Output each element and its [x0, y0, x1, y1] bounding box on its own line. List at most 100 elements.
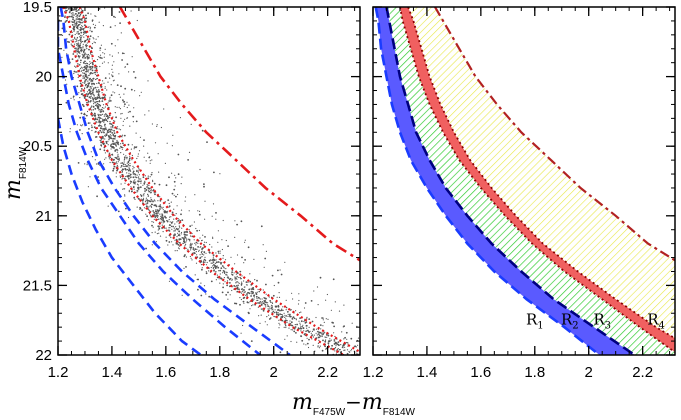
- scatter-point: [122, 99, 124, 102]
- scatter-point: [247, 246, 250, 249]
- scatter-point: [196, 248, 198, 250]
- scatter-point: [91, 114, 94, 117]
- scatter-point: [272, 294, 275, 297]
- scatter-point: [98, 89, 100, 91]
- scatter-point: [129, 170, 131, 172]
- scatter-point: [109, 130, 111, 132]
- scatter-point: [303, 330, 305, 332]
- scatter-point: [260, 225, 263, 228]
- scatter-point: [89, 122, 91, 124]
- scatter-point: [143, 145, 145, 147]
- scatter-point: [215, 265, 218, 268]
- scatter-point: [164, 201, 166, 203]
- scatter-point: [265, 297, 267, 300]
- scatter-point: [224, 272, 226, 274]
- scatter-point: [102, 129, 104, 131]
- scatter-point: [103, 149, 106, 152]
- scatter-point: [117, 149, 119, 151]
- scatter-point: [88, 79, 90, 81]
- scatter-point: [189, 240, 191, 242]
- scatter-point: [143, 156, 145, 158]
- scatter-point: [106, 133, 108, 135]
- scatter-point: [79, 52, 81, 54]
- scatter-point: [203, 244, 205, 246]
- scatter-point: [262, 302, 264, 304]
- scatter-point: [127, 143, 130, 146]
- scatter-point: [145, 197, 147, 199]
- scatter-point: [87, 99, 89, 101]
- scatter-point: [91, 43, 94, 45]
- scatter-point: [82, 55, 85, 57]
- scatter-point: [164, 162, 166, 164]
- scatter-point: [159, 204, 161, 206]
- scatter-point: [98, 118, 100, 120]
- scatter-point: [96, 77, 98, 80]
- scatter-point: [117, 39, 119, 41]
- scatter-point: [322, 325, 324, 327]
- scatter-point: [124, 165, 126, 168]
- scatter-point: [63, 49, 65, 51]
- scatter-point: [159, 235, 162, 237]
- scatter-point: [215, 279, 217, 281]
- scatter-point: [290, 321, 293, 324]
- scatter-point: [169, 235, 171, 237]
- scatter-point: [230, 256, 232, 258]
- scatter-point: [224, 259, 227, 261]
- scatter-point: [160, 206, 162, 208]
- scatter-point: [99, 117, 101, 119]
- scatter-point: [374, 351, 375, 352]
- scatter-point: [302, 327, 305, 329]
- scatter-point: [162, 206, 164, 208]
- scatter-point: [272, 310, 275, 313]
- scatter-point: [80, 66, 82, 68]
- scatter-point: [118, 93, 120, 96]
- scatter-point: [284, 323, 287, 325]
- scatter-point: [114, 92, 116, 94]
- scatter-point: [189, 225, 192, 228]
- scatter-point: [156, 233, 158, 235]
- scatter-point: [240, 284, 242, 286]
- scatter-point: [93, 83, 95, 86]
- scatter-point: [101, 62, 104, 64]
- scatter-point: [350, 350, 352, 352]
- scatter-point: [305, 344, 307, 346]
- scatter-point: [317, 346, 319, 348]
- scatter-point: [131, 154, 133, 157]
- scatter-point: [135, 132, 137, 134]
- scatter-point: [98, 92, 100, 94]
- scatter-point: [289, 315, 292, 318]
- scatter-point: [119, 175, 121, 177]
- scatter-point: [308, 318, 311, 320]
- scatter-point: [105, 119, 107, 121]
- scatter-point: [178, 228, 180, 230]
- x-axis-title-main-2: m: [362, 390, 383, 415]
- scatter-point: [123, 188, 125, 190]
- scatter-point: [147, 189, 150, 191]
- scatter-point: [88, 57, 90, 59]
- scatter-point: [87, 26, 89, 29]
- scatter-point: [75, 18, 77, 20]
- scatter-point: [129, 110, 131, 113]
- scatter-point: [198, 249, 200, 251]
- scatter-point: [172, 221, 174, 223]
- scatter-point: [284, 261, 286, 263]
- scatter-point: [292, 298, 294, 300]
- scatter-point: [238, 276, 240, 279]
- scatter-point: [92, 98, 95, 101]
- scatter-point: [73, 28, 76, 31]
- scatter-point: [270, 304, 273, 306]
- scatter-point: [93, 94, 95, 96]
- scatter-point: [70, 13, 72, 15]
- scatter-point: [97, 117, 99, 119]
- scatter-point: [85, 78, 88, 81]
- scatter-point: [385, 344, 386, 345]
- scatter-point: [78, 33, 80, 35]
- scatter-point: [201, 267, 203, 269]
- scatter-point: [222, 219, 224, 222]
- scatter-point: [83, 14, 85, 16]
- scatter-point: [82, 50, 85, 53]
- scatter-point: [78, 29, 80, 31]
- scatter-point: [107, 116, 109, 118]
- scatter-point: [239, 303, 241, 306]
- scatter-point: [180, 183, 182, 185]
